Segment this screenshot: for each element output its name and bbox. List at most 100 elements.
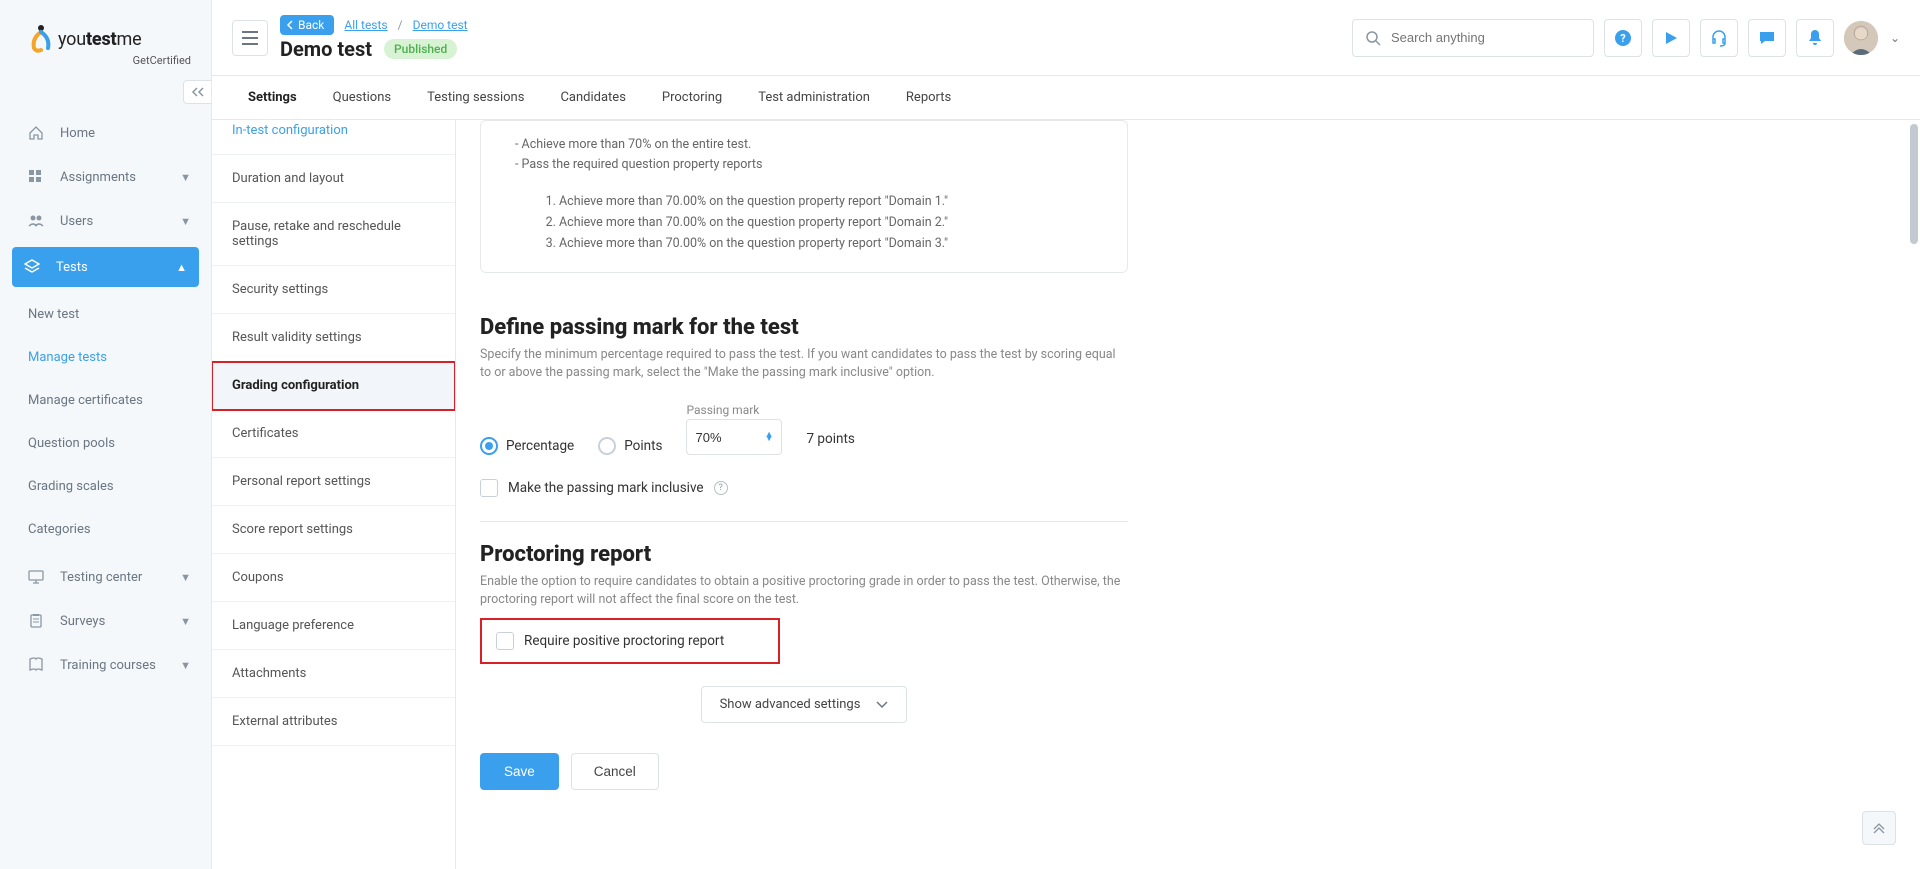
- grid-icon: [28, 169, 44, 185]
- chevron-left-icon: [286, 20, 294, 30]
- sidebar-item-label: Users: [60, 214, 93, 229]
- tab-proctoring[interactable]: Proctoring: [662, 77, 722, 118]
- settings-coupons[interactable]: Coupons: [212, 554, 455, 602]
- settings-in-test-configuration[interactable]: In-test configuration: [212, 120, 455, 155]
- passing-mark-subtitle: Specify the minimum percentage required …: [480, 346, 1128, 381]
- sidebar-subitem-manage-certificates[interactable]: Manage certificates: [28, 379, 211, 422]
- help-button[interactable]: ?: [1604, 19, 1642, 57]
- sidebar-item-home[interactable]: Home: [0, 111, 211, 155]
- clipboard-icon: [28, 613, 44, 629]
- menu-toggle-button[interactable]: [232, 20, 268, 56]
- settings-pause-retake-and-reschedule-settings[interactable]: Pause, retake and reschedule settings: [212, 203, 455, 266]
- brand-name: youtestme: [58, 29, 141, 50]
- divider: [480, 521, 1128, 522]
- sidebar-subitem-question-pools[interactable]: Question pools: [28, 422, 211, 465]
- book-icon: [28, 657, 44, 673]
- chevron-down-icon: ▼: [180, 171, 191, 184]
- sidebar-item-surveys[interactable]: Surveys▼: [0, 599, 211, 643]
- tab-testing-sessions[interactable]: Testing sessions: [427, 77, 524, 118]
- breadcrumb-all-tests[interactable]: All tests: [344, 18, 387, 32]
- bell-icon: [1807, 29, 1823, 47]
- settings-language-preference[interactable]: Language preference: [212, 602, 455, 650]
- monitor-icon: [28, 569, 44, 585]
- settings-list: In-test configurationDuration and layout…: [212, 120, 456, 869]
- tabs: Settings Questions Testing sessions Candida…: [212, 76, 1920, 120]
- svg-text:?: ?: [1620, 32, 1626, 45]
- sidebar-subitem-new-test[interactable]: New test: [28, 293, 211, 336]
- stepper-down-icon[interactable]: ▼: [765, 437, 774, 442]
- breadcrumb-demo-test[interactable]: Demo test: [413, 18, 468, 32]
- save-button[interactable]: Save: [480, 753, 559, 790]
- sidebar-nav: Home Assignments ▼ Users▼: [0, 77, 211, 243]
- scroll-to-top-button[interactable]: [1862, 811, 1896, 845]
- sidebar-item-assignments[interactable]: Assignments ▼: [0, 155, 211, 199]
- info-ordered-list: Achieve more than 70.00% on the question…: [499, 191, 1109, 254]
- brand-subtitle: GetCertified: [30, 54, 195, 67]
- tab-questions[interactable]: Questions: [333, 77, 391, 118]
- sidebar-subitem-grading-scales[interactable]: Grading scales: [28, 465, 211, 508]
- settings-security-settings[interactable]: Security settings: [212, 266, 455, 314]
- tab-reports[interactable]: Reports: [906, 77, 951, 118]
- chat-button[interactable]: [1748, 19, 1786, 57]
- tab-settings[interactable]: Settings: [248, 77, 297, 118]
- passing-mark-title: Define passing mark for the test: [480, 315, 1896, 340]
- info-icon[interactable]: ?: [714, 481, 728, 495]
- home-icon: [28, 125, 44, 141]
- vertical-scrollbar[interactable]: [1908, 120, 1920, 868]
- sidebar-subitem-categories[interactable]: Categories: [28, 508, 211, 551]
- settings-duration-and-layout[interactable]: Duration and layout: [212, 155, 455, 203]
- hamburger-icon: [242, 31, 258, 45]
- chevron-down-icon[interactable]: ⌄: [1890, 31, 1900, 45]
- headset-button[interactable]: [1700, 19, 1738, 57]
- sidebar-subitem-manage-tests[interactable]: Manage tests: [28, 336, 211, 379]
- radio-points[interactable]: Points: [598, 437, 662, 455]
- chevron-down-icon: ▼: [180, 571, 191, 584]
- passing-mode-radio-group: Percentage Points: [480, 437, 662, 455]
- radio-percentage[interactable]: Percentage: [480, 437, 574, 455]
- back-button[interactable]: Back: [280, 15, 334, 35]
- tab-candidates[interactable]: Candidates: [560, 77, 625, 118]
- info-line: - Pass the required question property re…: [515, 155, 1109, 175]
- search-input[interactable]: [1391, 30, 1581, 45]
- chevron-double-up-icon: [1872, 821, 1886, 835]
- show-advanced-button[interactable]: Show advanced settings: [701, 686, 908, 723]
- cancel-button[interactable]: Cancel: [571, 753, 659, 790]
- proctoring-subtitle: Enable the option to require candidates …: [480, 573, 1128, 608]
- proctoring-title: Proctoring report: [480, 542, 1896, 567]
- sidebar-item-testing-center[interactable]: Testing center▼: [0, 555, 211, 599]
- passing-mark-input[interactable]: [695, 430, 743, 445]
- settings-grading-configuration[interactable]: Grading configuration: [212, 362, 455, 410]
- tab-test-administration[interactable]: Test administration: [758, 77, 870, 118]
- page-title: Demo test: [280, 37, 372, 61]
- avatar[interactable]: [1844, 21, 1878, 55]
- settings-result-validity-settings[interactable]: Result validity settings: [212, 314, 455, 362]
- play-icon: [1663, 30, 1679, 46]
- settings-attachments[interactable]: Attachments: [212, 650, 455, 698]
- settings-personal-report-settings[interactable]: Personal report settings: [212, 458, 455, 506]
- sidebar-collapse-button[interactable]: [183, 80, 211, 104]
- brand-block: youtestme GetCertified: [0, 0, 211, 77]
- sidebar-item-label: Assignments: [60, 170, 136, 185]
- settings-score-report-settings[interactable]: Score report settings: [212, 506, 455, 554]
- help-icon: ?: [1614, 29, 1632, 47]
- inclusive-checkbox[interactable]: [480, 479, 498, 497]
- chevron-double-left-icon: [191, 86, 205, 98]
- search-icon: [1365, 30, 1381, 46]
- require-proctoring-checkbox[interactable]: [496, 632, 514, 650]
- list-item: Achieve more than 70.00% on the question…: [559, 191, 1109, 212]
- sidebar-item-tests[interactable]: Tests ▲: [12, 247, 199, 287]
- inclusive-label: Make the passing mark inclusive: [508, 480, 704, 496]
- radio-label: Percentage: [506, 438, 574, 454]
- layers-icon: [24, 259, 40, 275]
- chevron-down-icon: ▼: [180, 615, 191, 628]
- settings-certificates[interactable]: Certificates: [212, 410, 455, 458]
- settings-external-attributes[interactable]: External attributes: [212, 698, 455, 746]
- passing-mark-stepper[interactable]: ▲ ▼: [686, 419, 782, 455]
- play-button[interactable]: [1652, 19, 1690, 57]
- notifications-button[interactable]: [1796, 19, 1834, 57]
- sidebar: youtestme GetCertified Home Assignments ▼ U…: [0, 0, 212, 869]
- radio-label: Points: [624, 438, 662, 454]
- sidebar-item-training-courses[interactable]: Training courses▼: [0, 643, 211, 687]
- sidebar-item-users[interactable]: Users▼: [0, 199, 211, 243]
- search-box[interactable]: [1352, 19, 1594, 57]
